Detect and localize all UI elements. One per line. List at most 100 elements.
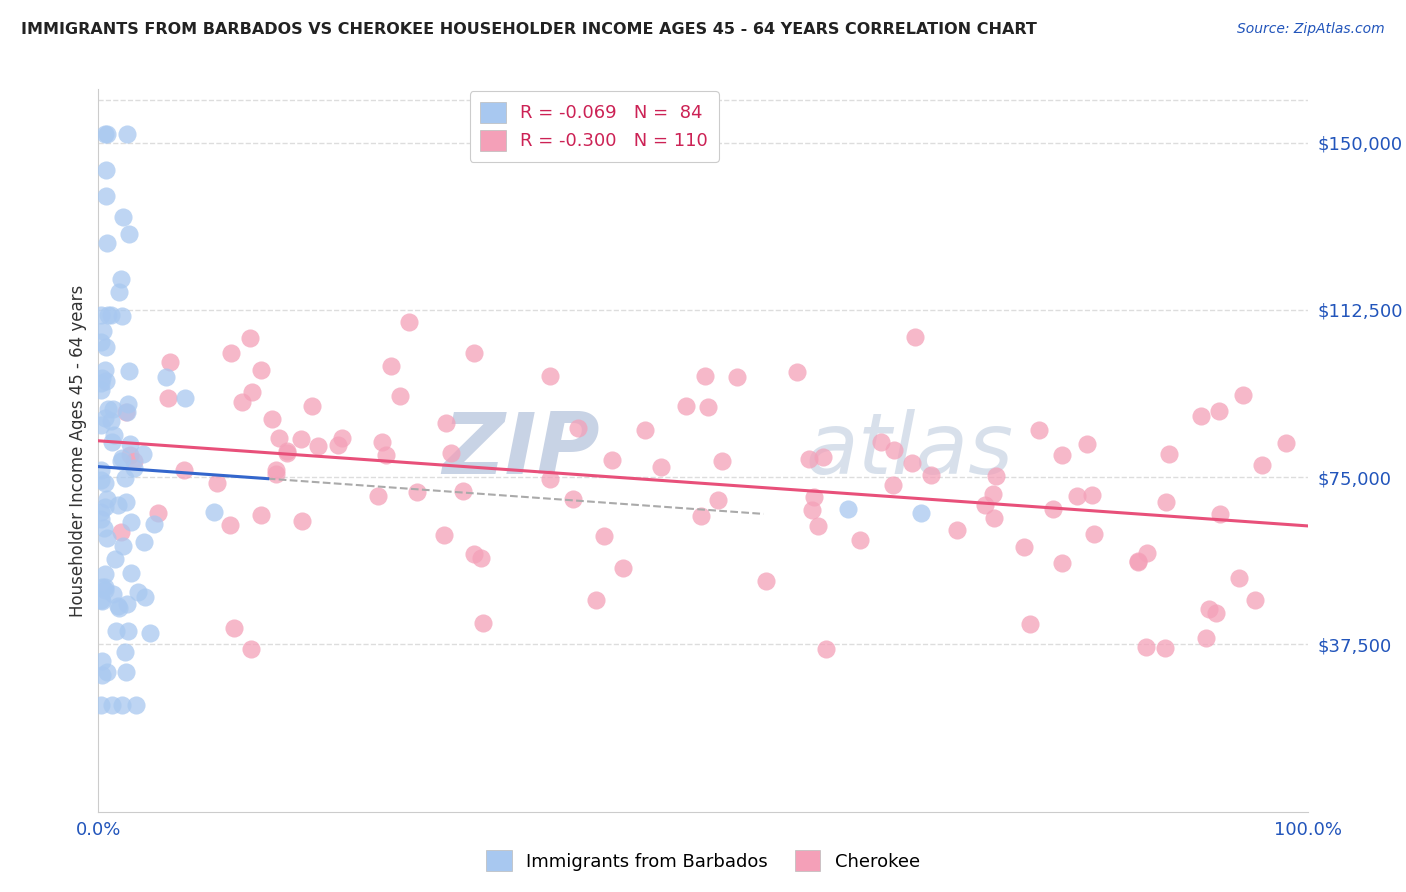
Point: [291, 514, 314, 528]
Point: [118, 364, 141, 378]
Point: [239, 642, 262, 657]
Point: [1081, 488, 1104, 502]
Point: [463, 547, 485, 561]
Point: [1208, 404, 1230, 418]
Point: [97, 308, 120, 322]
Point: [231, 395, 253, 409]
Point: [90, 580, 112, 594]
Point: [107, 599, 129, 613]
Point: [470, 551, 492, 566]
Point: [801, 503, 824, 517]
Point: [118, 227, 141, 241]
Point: [104, 552, 127, 566]
Point: [689, 508, 711, 523]
Point: [585, 592, 607, 607]
Point: [94, 162, 117, 177]
Point: [100, 308, 122, 322]
Point: [239, 331, 262, 345]
Point: [134, 534, 156, 549]
Point: [173, 463, 195, 477]
Point: [114, 645, 136, 659]
Point: [159, 355, 181, 369]
Point: [367, 489, 389, 503]
Point: [93, 566, 115, 581]
Point: [1229, 571, 1251, 585]
Point: [205, 475, 228, 490]
Point: [815, 642, 838, 657]
Point: [117, 624, 139, 639]
Point: [904, 330, 927, 344]
Point: [1050, 448, 1073, 462]
Point: [1244, 593, 1267, 607]
Point: [90, 593, 112, 607]
Point: [115, 598, 138, 612]
Point: [1157, 448, 1180, 462]
Point: [1028, 423, 1050, 437]
Point: [267, 431, 290, 445]
Point: [567, 420, 589, 434]
Point: [848, 533, 870, 547]
Point: [224, 621, 246, 635]
Point: [1275, 435, 1298, 450]
Text: IMMIGRANTS FROM BARBADOS VS CHEROKEE HOUSEHOLDER INCOME AGES 45 - 64 YEARS CORRE: IMMIGRANTS FROM BARBADOS VS CHEROKEE HOU…: [21, 22, 1038, 37]
Point: [380, 359, 402, 373]
Point: [101, 587, 124, 601]
Point: [139, 625, 162, 640]
Point: [1126, 555, 1149, 569]
Point: [114, 494, 136, 508]
Point: [264, 467, 287, 482]
Point: [90, 505, 112, 519]
Point: [398, 315, 420, 329]
Point: [101, 435, 124, 450]
Point: [143, 517, 166, 532]
Point: [1198, 602, 1220, 616]
Point: [94, 340, 117, 354]
Point: [93, 521, 115, 535]
Point: [114, 471, 136, 485]
Point: [900, 456, 922, 470]
Point: [111, 698, 134, 712]
Point: [111, 309, 134, 323]
Point: [472, 616, 495, 631]
Point: [920, 467, 942, 482]
Point: [811, 450, 834, 464]
Point: [803, 490, 825, 504]
Point: [1136, 546, 1159, 560]
Point: [1154, 640, 1177, 655]
Point: [94, 410, 117, 425]
Point: [90, 334, 112, 349]
Point: [1156, 495, 1178, 509]
Point: [97, 402, 120, 417]
Point: [264, 463, 287, 477]
Point: [870, 435, 893, 450]
Point: [90, 383, 112, 397]
Point: [117, 404, 139, 418]
Point: [434, 416, 457, 430]
Point: [1135, 640, 1157, 655]
Point: [301, 399, 323, 413]
Point: [1042, 502, 1064, 516]
Point: [332, 431, 354, 445]
Point: [276, 444, 298, 458]
Point: [93, 583, 115, 598]
Point: [90, 594, 112, 608]
Y-axis label: Householder Income Ages 45 - 64 years: Householder Income Ages 45 - 64 years: [69, 285, 87, 616]
Point: [973, 498, 995, 512]
Point: [96, 491, 118, 506]
Point: [650, 460, 672, 475]
Point: [134, 590, 156, 604]
Point: [105, 624, 128, 638]
Point: [370, 434, 392, 449]
Point: [612, 560, 634, 574]
Point: [108, 600, 131, 615]
Point: [328, 438, 350, 452]
Point: [711, 453, 734, 467]
Point: [115, 127, 138, 141]
Point: [91, 371, 114, 385]
Point: [125, 698, 148, 712]
Legend: R = -0.069   N =  84, R = -0.300   N = 110: R = -0.069 N = 84, R = -0.300 N = 110: [470, 91, 718, 161]
Point: [837, 502, 859, 516]
Point: [155, 369, 177, 384]
Point: [96, 532, 118, 546]
Point: [94, 580, 117, 594]
